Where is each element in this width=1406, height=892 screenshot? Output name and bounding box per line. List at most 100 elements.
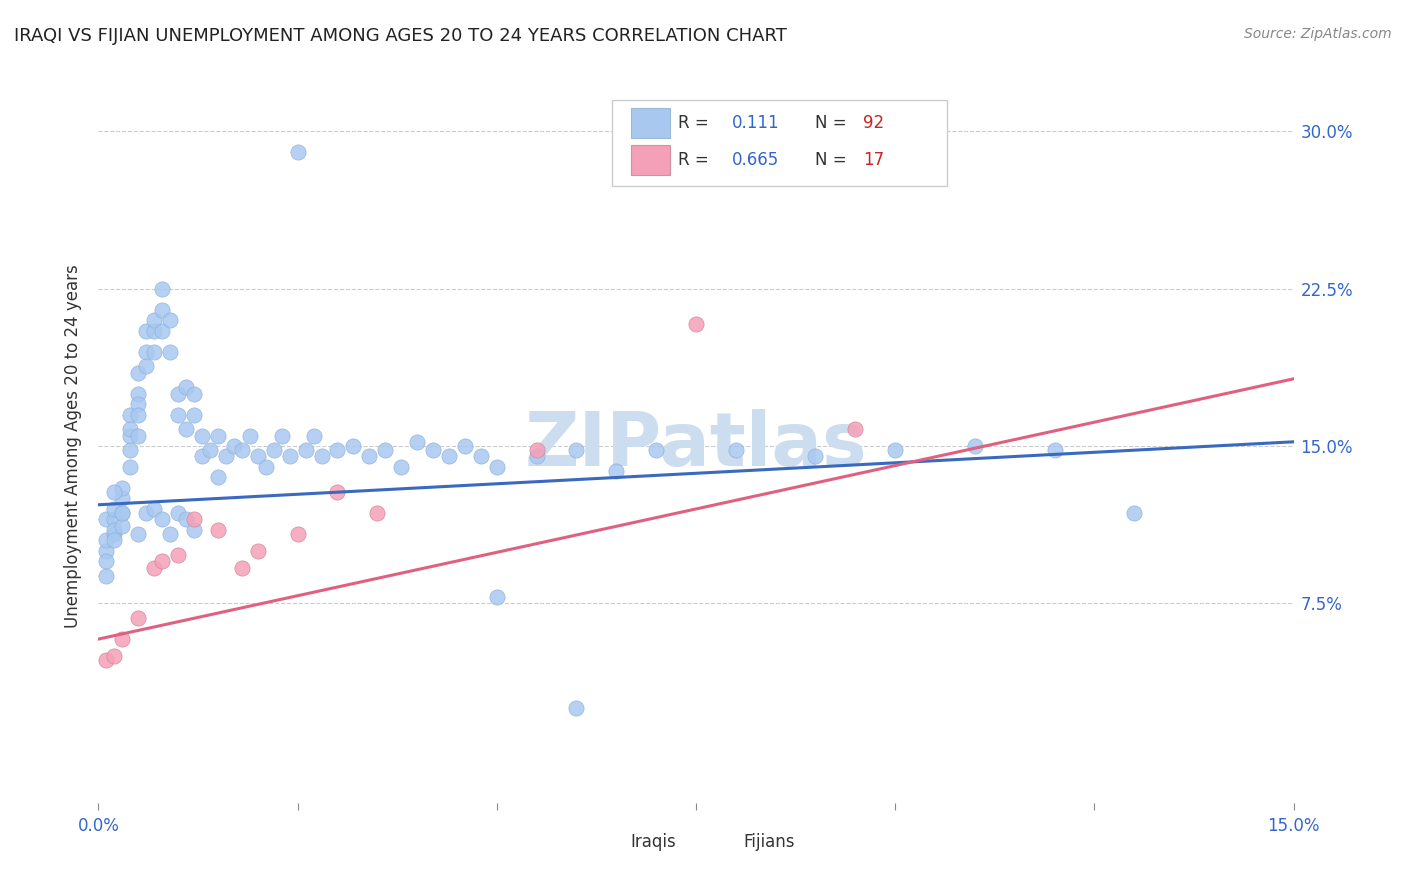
Point: [150, 512, 173, 526]
Point: [724, 443, 747, 458]
Point: [311, 450, 333, 464]
Text: Iraqis: Iraqis: [630, 833, 676, 851]
Point: [103, 648, 125, 663]
Point: [167, 548, 190, 562]
Point: [120, 460, 142, 475]
Point: [150, 324, 173, 338]
Point: [120, 422, 142, 436]
Point: [278, 450, 301, 464]
Point: [120, 428, 142, 442]
Point: [1123, 506, 1146, 520]
Point: [270, 428, 292, 442]
Point: [103, 523, 125, 537]
Point: [565, 701, 588, 715]
Point: [326, 485, 349, 500]
Point: [526, 443, 548, 458]
Point: [406, 434, 429, 449]
Text: N =: N =: [815, 114, 852, 132]
Text: ZIPatlas: ZIPatlas: [524, 409, 868, 483]
Point: [254, 460, 277, 475]
Point: [96, 544, 118, 558]
Point: [804, 450, 827, 464]
Point: [135, 344, 157, 359]
FancyBboxPatch shape: [631, 108, 669, 138]
Point: [143, 313, 166, 327]
Point: [231, 443, 253, 458]
Point: [470, 450, 492, 464]
FancyBboxPatch shape: [707, 827, 740, 857]
Point: [605, 464, 627, 478]
Point: [150, 554, 173, 568]
Point: [167, 408, 190, 422]
Text: 92: 92: [863, 114, 884, 132]
Point: [294, 443, 316, 458]
Point: [96, 653, 118, 667]
Point: [143, 502, 166, 516]
Point: [127, 386, 149, 401]
Point: [191, 428, 214, 442]
Point: [174, 422, 197, 436]
Point: [231, 560, 253, 574]
Text: R =: R =: [678, 151, 714, 169]
Text: Source: ZipAtlas.com: Source: ZipAtlas.com: [1244, 27, 1392, 41]
Point: [167, 506, 190, 520]
Point: [127, 397, 149, 411]
Point: [111, 506, 134, 520]
Point: [150, 302, 173, 317]
Point: [183, 523, 205, 537]
Point: [143, 560, 166, 574]
Point: [103, 502, 125, 516]
Point: [143, 344, 166, 359]
Point: [103, 512, 125, 526]
Point: [366, 506, 388, 520]
Point: [437, 450, 460, 464]
Point: [342, 439, 364, 453]
Point: [207, 470, 229, 484]
Point: [326, 443, 349, 458]
Point: [120, 408, 142, 422]
Point: [485, 460, 508, 475]
Point: [143, 324, 166, 338]
Point: [120, 443, 142, 458]
FancyBboxPatch shape: [613, 100, 948, 186]
Point: [111, 632, 134, 646]
Point: [103, 485, 125, 500]
Point: [302, 428, 325, 442]
Point: [191, 450, 214, 464]
Text: Fijians: Fijians: [744, 833, 796, 851]
Point: [159, 344, 181, 359]
Point: [389, 460, 412, 475]
Point: [96, 554, 118, 568]
Point: [127, 428, 149, 442]
Point: [96, 533, 118, 548]
Text: IRAQI VS FIJIAN UNEMPLOYMENT AMONG AGES 20 TO 24 YEARS CORRELATION CHART: IRAQI VS FIJIAN UNEMPLOYMENT AMONG AGES …: [14, 27, 787, 45]
Point: [287, 145, 309, 160]
Point: [246, 450, 269, 464]
Point: [263, 443, 285, 458]
Point: [135, 359, 157, 374]
Point: [111, 481, 134, 495]
Point: [174, 380, 197, 394]
Point: [207, 523, 229, 537]
Y-axis label: Unemployment Among Ages 20 to 24 years: Unemployment Among Ages 20 to 24 years: [63, 264, 82, 628]
Point: [103, 533, 125, 548]
Point: [96, 512, 118, 526]
Point: [174, 512, 197, 526]
Point: [96, 569, 118, 583]
Point: [183, 512, 205, 526]
Point: [222, 439, 245, 453]
FancyBboxPatch shape: [631, 145, 669, 175]
Point: [135, 506, 157, 520]
Point: [287, 527, 309, 541]
Point: [1043, 443, 1066, 458]
Point: [135, 324, 157, 338]
Point: [159, 527, 181, 541]
Point: [685, 318, 707, 332]
Point: [127, 527, 149, 541]
Point: [103, 527, 125, 541]
Text: N =: N =: [815, 151, 852, 169]
Point: [359, 450, 381, 464]
Point: [127, 611, 149, 625]
Text: 0.111: 0.111: [733, 114, 779, 132]
Point: [963, 439, 986, 453]
